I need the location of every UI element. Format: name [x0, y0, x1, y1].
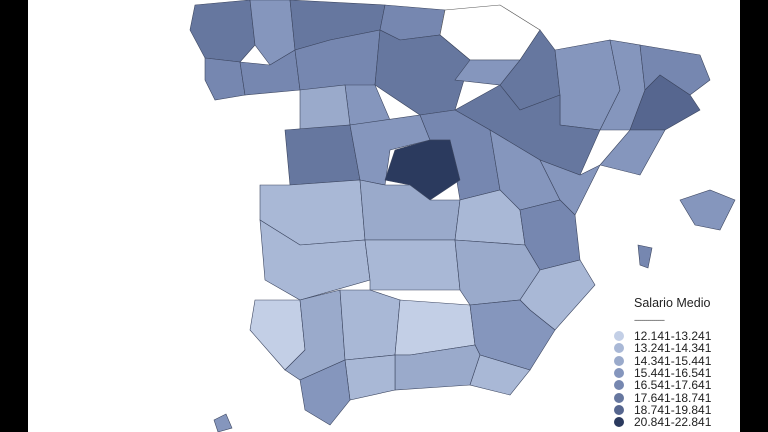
province-region: [344, 84, 391, 126]
province-region: [344, 354, 396, 401]
legend-separator: ---------------: [634, 315, 665, 325]
legend-item: 14.341-15.441: [614, 353, 740, 368]
legend-swatch: [614, 380, 624, 391]
legend-swatch: [614, 368, 624, 379]
legend-swatch: [614, 355, 624, 366]
province-region: [539, 159, 601, 216]
province-region: [599, 129, 666, 176]
legend-item: 16.541-17.641: [614, 378, 740, 393]
legend-item: 15.441-16.541: [614, 366, 740, 381]
province-region: [679, 189, 736, 231]
legend-label: 15.441-16.541: [634, 366, 712, 381]
legend-label: 14.341-15.441: [634, 353, 712, 368]
legend-label: 20.841-22.841: [634, 415, 712, 430]
legend-label: 12.141-13.241: [634, 329, 712, 344]
province-region: [637, 244, 653, 269]
legend-label: 13.241-14.341: [634, 341, 712, 356]
legend-label: 16.541-17.641: [634, 378, 712, 393]
legend-item: 18.741-19.841: [614, 402, 740, 417]
legend-item: 12.141-13.241: [614, 329, 740, 344]
province-region: [284, 124, 361, 186]
legend-item: 17.641-18.741: [614, 390, 740, 405]
province-region: [213, 413, 233, 432]
legend-title: Salario Medio: [634, 296, 711, 310]
legend-swatch: [614, 404, 624, 415]
province-region: [469, 354, 531, 396]
province-region: [374, 29, 471, 116]
province-region: [364, 239, 461, 291]
legend-item: 20.841-22.841: [614, 415, 740, 430]
legend-label: 18.741-19.841: [634, 402, 712, 417]
province-region: [299, 84, 351, 131]
legend-item: 13.241-14.341: [614, 341, 740, 356]
spain-choropleth-map: [189, 0, 736, 432]
legend-label: 17.641-18.741: [634, 390, 712, 405]
province-region: [204, 57, 246, 101]
province-region: [339, 289, 401, 361]
legend: Salario Medio --------------- 12.141-13.…: [614, 296, 740, 430]
province-region: [189, 0, 256, 63]
legend-swatch: [614, 392, 624, 403]
map-panel: Salario Medio --------------- 12.141-13.…: [28, 0, 740, 432]
legend-swatch: [614, 331, 624, 342]
legend-swatch: [614, 417, 624, 428]
legend-swatch: [614, 343, 624, 354]
province-region: [299, 359, 351, 426]
